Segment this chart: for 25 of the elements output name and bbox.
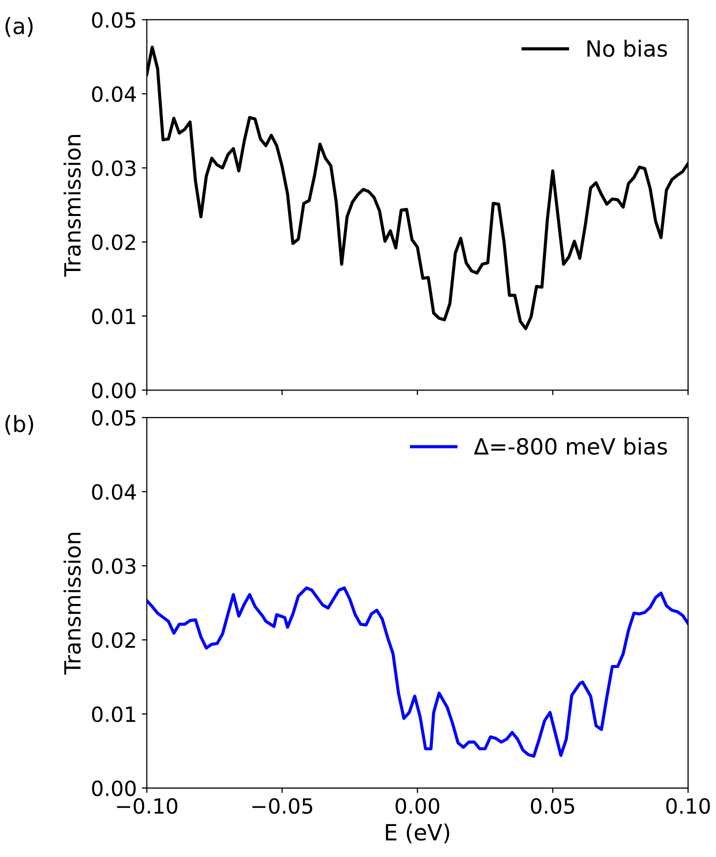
x-tick-label: 0.05 xyxy=(530,798,574,814)
y-axis-title: Transmission xyxy=(64,532,81,675)
y-tick-label: 0.04 xyxy=(92,484,136,500)
y-tick-label: 0.03 xyxy=(92,558,136,574)
x-tick-label: 0.00 xyxy=(396,798,440,814)
x-axis-title: E (eV) xyxy=(386,823,450,844)
text: (b) xyxy=(5,415,34,435)
x-tick-label: −0.10 xyxy=(117,798,178,814)
x-tick-label: −0.05 xyxy=(252,798,312,814)
y-tick-label: 0.05 xyxy=(92,12,136,28)
y-tick-label: 0.00 xyxy=(92,382,136,398)
y-tick-label: 0.04 xyxy=(92,86,136,102)
y-tick-label: 0.05 xyxy=(92,410,136,426)
y-axis-title: Transmission xyxy=(64,135,81,277)
legend-label: Δ=-800 meV bias xyxy=(474,438,667,455)
y-tick-label: 0.01 xyxy=(92,706,136,722)
y-tick-label: 0.00 xyxy=(92,780,136,796)
x-tick-label: 0.10 xyxy=(666,798,710,814)
y-tick-label: 0.02 xyxy=(92,234,135,250)
y-tick-label: 0.02 xyxy=(92,632,135,648)
line-series xyxy=(146,586,688,758)
legend-label: No bias xyxy=(587,40,667,57)
text: (a) xyxy=(5,17,33,37)
y-tick-label: 0.01 xyxy=(92,308,136,324)
y-tick-label: 0.03 xyxy=(92,160,136,176)
